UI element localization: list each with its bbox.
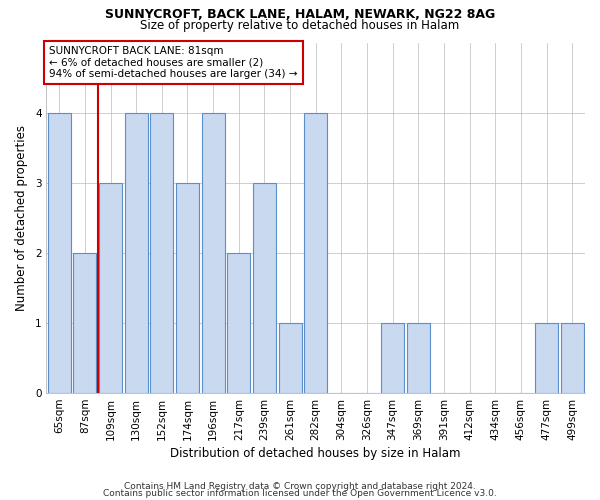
Bar — [202, 112, 224, 393]
Bar — [407, 323, 430, 393]
Bar — [73, 253, 97, 393]
Text: Contains HM Land Registry data © Crown copyright and database right 2024.: Contains HM Land Registry data © Crown c… — [124, 482, 476, 491]
Bar — [253, 182, 276, 393]
Bar — [99, 182, 122, 393]
Text: SUNNYCROFT, BACK LANE, HALAM, NEWARK, NG22 8AG: SUNNYCROFT, BACK LANE, HALAM, NEWARK, NG… — [105, 8, 495, 20]
Bar — [48, 112, 71, 393]
Bar — [176, 182, 199, 393]
Bar — [381, 323, 404, 393]
Bar — [150, 112, 173, 393]
Bar — [535, 323, 558, 393]
Text: Size of property relative to detached houses in Halam: Size of property relative to detached ho… — [140, 19, 460, 32]
Bar — [227, 253, 250, 393]
Bar — [304, 112, 327, 393]
Bar — [278, 323, 302, 393]
X-axis label: Distribution of detached houses by size in Halam: Distribution of detached houses by size … — [170, 447, 461, 460]
Text: Contains public sector information licensed under the Open Government Licence v3: Contains public sector information licen… — [103, 489, 497, 498]
Bar — [125, 112, 148, 393]
Bar — [560, 323, 584, 393]
Text: SUNNYCROFT BACK LANE: 81sqm
← 6% of detached houses are smaller (2)
94% of semi-: SUNNYCROFT BACK LANE: 81sqm ← 6% of deta… — [49, 46, 298, 79]
Y-axis label: Number of detached properties: Number of detached properties — [15, 125, 28, 311]
